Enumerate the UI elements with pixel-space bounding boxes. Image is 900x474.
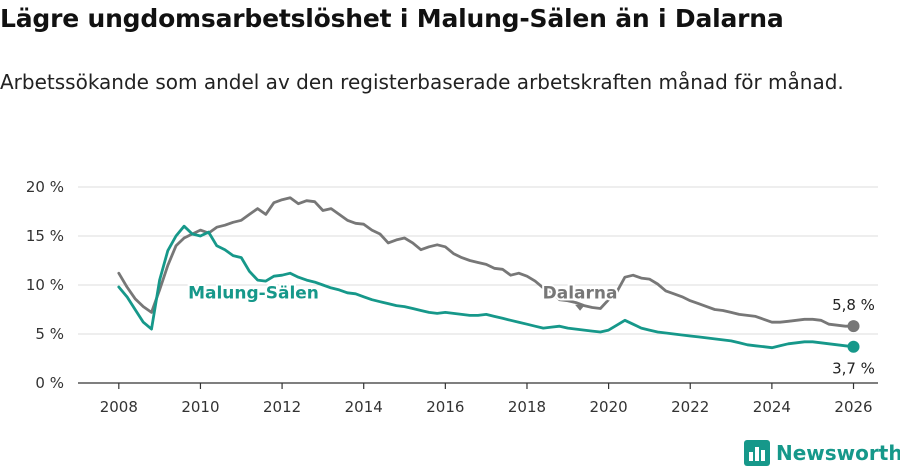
newsworthy-logo[interactable]: Newsworthy <box>744 440 900 466</box>
end-point-malung-s-len <box>847 340 860 353</box>
end-value-label-malung-s-len: 3,7 % <box>832 360 875 378</box>
x-tick-label: 2010 <box>181 398 219 416</box>
y-tick-label: 20 % <box>26 178 64 196</box>
gridlines <box>78 186 878 335</box>
series-label-malung-s-len: Malung-Sälen <box>188 284 319 304</box>
series-labels: 5,8 % Dalarna 3,7 % Malung-Sälen <box>186 282 875 378</box>
end-value-label-dalarna: 5,8 % <box>832 296 875 314</box>
x-tick-label: 2018 <box>508 398 546 416</box>
x-tick-label: 2012 <box>263 398 301 416</box>
y-tick-label: 15 % <box>26 227 64 245</box>
chart-subtitle: Arbetssökande som andel av den registerb… <box>0 70 844 94</box>
y-tick-label: 5 % <box>35 325 64 343</box>
x-tick-label: 2022 <box>671 398 709 416</box>
x-tick-label: 2026 <box>834 398 872 416</box>
series-group <box>117 196 860 353</box>
brand-name: Newsworthy <box>776 441 900 465</box>
y-axis: 0 % 5 % 10 % 15 % 20 % <box>26 178 64 392</box>
y-tick-label: 10 % <box>26 276 64 294</box>
x-tick-label: 2016 <box>426 398 464 416</box>
x-tick-label: 2008 <box>100 398 138 416</box>
end-point-dalarna <box>847 320 860 333</box>
x-tick-label: 2024 <box>753 398 791 416</box>
label-pointer-icon <box>575 304 586 311</box>
y-tick-label: 0 % <box>35 374 64 392</box>
x-tick-label: 2020 <box>590 398 628 416</box>
series-label-dalarna: Dalarna <box>543 284 618 304</box>
x-tick-label: 2014 <box>345 398 383 416</box>
series-line-malung-s-len <box>117 224 855 350</box>
series-line-dalarna <box>117 196 855 328</box>
chart-title: Lägre ungdomsarbetslöshet i Malung-Sälen… <box>0 4 784 33</box>
bar-chart-icon <box>744 440 770 466</box>
x-axis: 2008 2010 2012 2014 2016 2018 2020 2022 2024 2026 <box>78 382 878 416</box>
